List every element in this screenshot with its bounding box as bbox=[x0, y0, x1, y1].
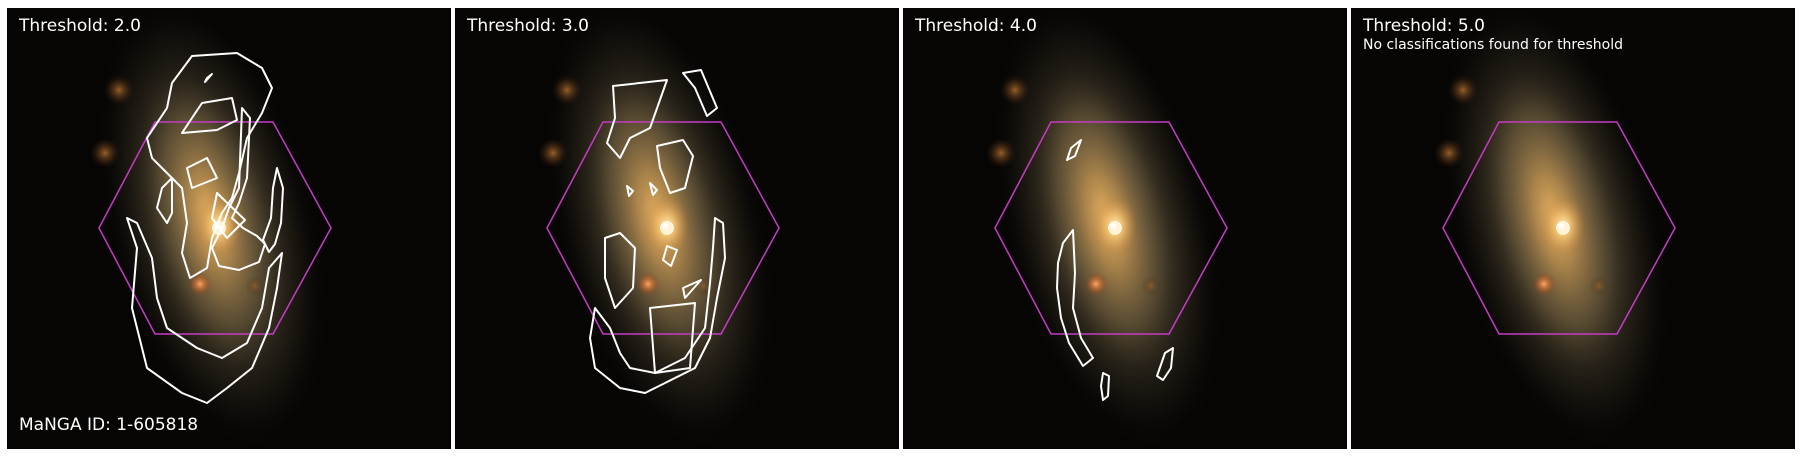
threshold-label: Threshold: 2.0 bbox=[19, 16, 141, 36]
threshold-panel-4: Threshold: 5.0 No classifications found … bbox=[1351, 8, 1795, 449]
galaxy-image bbox=[903, 8, 1347, 449]
threshold-panel-2: Threshold: 3.0 bbox=[455, 8, 899, 449]
galaxy-image bbox=[455, 8, 899, 449]
threshold-label: Threshold: 4.0 bbox=[915, 16, 1037, 36]
classification-contours bbox=[1056, 139, 1174, 401]
threshold-label: Threshold: 5.0 bbox=[1363, 16, 1485, 36]
threshold-label: Threshold: 3.0 bbox=[467, 16, 589, 36]
classification-contours bbox=[126, 52, 284, 404]
classification-contours bbox=[589, 69, 726, 394]
manga-id-label: MaNGA ID: 1-605818 bbox=[19, 415, 199, 435]
threshold-panel-1: Threshold: 2.0 MaNGA ID: 1-605818 bbox=[7, 8, 451, 449]
no-classifications-note: No classifications found for threshold bbox=[1363, 37, 1623, 53]
galaxy-image bbox=[7, 8, 451, 449]
threshold-panel-3: Threshold: 4.0 bbox=[903, 8, 1347, 449]
galaxy-image bbox=[1351, 8, 1795, 449]
